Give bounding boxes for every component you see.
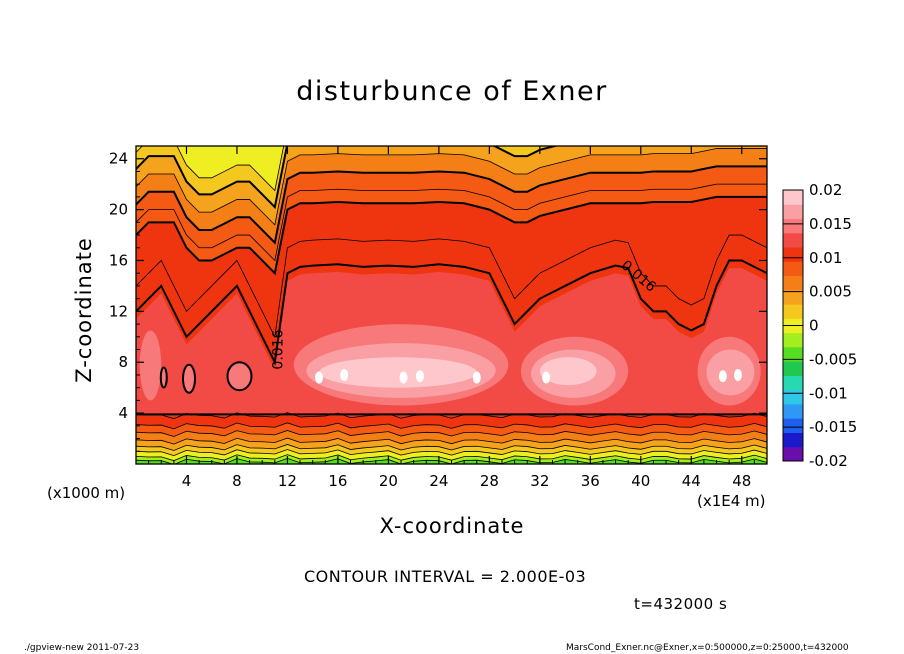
x-tick-label: 28 xyxy=(480,472,499,490)
field-peak xyxy=(472,371,481,384)
colorbar-tick-label: 0.005 xyxy=(809,283,852,301)
x-axis-label-text: X-coordinate xyxy=(379,514,525,538)
field-closed-contour xyxy=(182,363,197,394)
colorbar-swatch xyxy=(783,261,803,277)
field-max-region xyxy=(318,357,477,388)
field-peak xyxy=(542,371,551,384)
x-tick-label: 4 xyxy=(182,472,192,490)
colorbar-tick-label: -0.02 xyxy=(809,452,848,470)
field-peak xyxy=(733,368,742,381)
y-axis-label: Z-coordinate xyxy=(72,237,96,383)
colorbar-swatch xyxy=(783,446,803,462)
x-tick-label: 24 xyxy=(429,472,448,490)
y-tick-label: 20 xyxy=(109,201,128,219)
x-tick-label: 16 xyxy=(328,472,347,490)
colorbar-tick-label: 0.02 xyxy=(809,181,842,199)
colorbar-swatch xyxy=(783,432,803,448)
colorbar-swatch xyxy=(783,375,803,391)
footer-data-source: MarsCond_Exner.nc@Exner,x=0:500000,z=0:2… xyxy=(566,643,849,653)
colorbar-swatch xyxy=(783,275,803,291)
field-layer xyxy=(136,146,767,191)
x-tick-label: 36 xyxy=(581,472,600,490)
contour-line xyxy=(136,165,767,245)
contour-line xyxy=(136,146,560,210)
field-closed-contour xyxy=(159,366,168,389)
colorbar-swatch xyxy=(783,247,803,262)
colorbar-tick-label: -0.015 xyxy=(809,418,857,436)
colorbar-swatch xyxy=(783,289,803,305)
field-closed-contour xyxy=(226,361,253,392)
y-tick-label: 16 xyxy=(109,251,128,269)
field-max-region xyxy=(539,357,597,386)
colorbar-swatch xyxy=(783,346,803,362)
colorbar: 0.02 0.015 0.01 0.005 0 -0.005 -0.01 -0.015 -0.0… xyxy=(782,181,857,470)
y-axis-ticks: 4 8 12 16 20 24 xyxy=(109,150,767,452)
colorbar-swatch xyxy=(783,403,803,419)
field-peak xyxy=(340,368,349,381)
contour-line xyxy=(136,234,767,339)
contour-line xyxy=(136,148,767,226)
x-axis-ticks: 4 8 12 16 20 24 28 32 36 40 44 48 xyxy=(148,146,755,490)
field-layer xyxy=(136,146,767,243)
y-tick-label: 24 xyxy=(109,150,128,168)
colorbar-tick-label: -0.005 xyxy=(809,350,857,368)
field-peak xyxy=(314,371,323,384)
colorbar-swatch xyxy=(783,304,803,319)
field-max-region xyxy=(706,349,755,396)
contour-line xyxy=(136,146,285,192)
field-peak xyxy=(415,370,424,383)
colorbar-tick-label: 0 xyxy=(809,317,819,335)
y-tick-label: 4 xyxy=(118,404,128,422)
contour-label: 0.016 xyxy=(270,329,286,369)
contour-line-0.016 xyxy=(136,259,767,366)
chart-title: disturbunce of Exner xyxy=(296,76,608,107)
contour-line xyxy=(136,183,767,262)
field-peak xyxy=(399,371,408,384)
colorbar-swatch xyxy=(783,204,803,220)
colorbar-swatch xyxy=(783,332,803,348)
colorbar-swatch xyxy=(783,418,803,433)
z-unit-label: (x1000 m) xyxy=(47,484,126,502)
footer-program-info: ./gpview-new 2011-07-23 xyxy=(24,643,140,653)
colorbar-swatch xyxy=(783,190,803,205)
x-tick-label: 8 xyxy=(232,472,242,490)
x-tick-label: 32 xyxy=(530,472,549,490)
x-tick-label: 48 xyxy=(732,472,751,490)
x-tick-label: 12 xyxy=(278,472,297,490)
colorbar-swatch xyxy=(783,218,803,234)
plot-area xyxy=(136,146,767,464)
y-tick-label: 12 xyxy=(109,302,128,320)
x-tick-label: 44 xyxy=(682,472,701,490)
y-tick-label: 8 xyxy=(118,353,128,371)
x-tick-label: 40 xyxy=(631,472,650,490)
contour-line-0.012 xyxy=(136,195,767,276)
colorbar-tick-label: -0.01 xyxy=(809,384,848,402)
time-stamp: t=432000 s xyxy=(634,595,728,613)
contour-interval-note: CONTOUR INTERVAL = 2.000E-03 xyxy=(304,567,587,586)
field-max-region xyxy=(139,330,162,401)
x-tick-label: 20 xyxy=(379,472,398,490)
field-peak xyxy=(718,370,727,383)
colorbar-swatch xyxy=(783,389,803,405)
colorbar-swatch xyxy=(783,361,803,376)
colorbar-tick-label: 0.01 xyxy=(809,249,842,267)
x-axis-label: X-coordinate xyxy=(0,514,904,538)
colorbar-tick-label: 0.015 xyxy=(809,215,852,233)
colorbar-swatch xyxy=(783,232,803,248)
x-unit-label: (x1E4 m) xyxy=(697,492,766,510)
